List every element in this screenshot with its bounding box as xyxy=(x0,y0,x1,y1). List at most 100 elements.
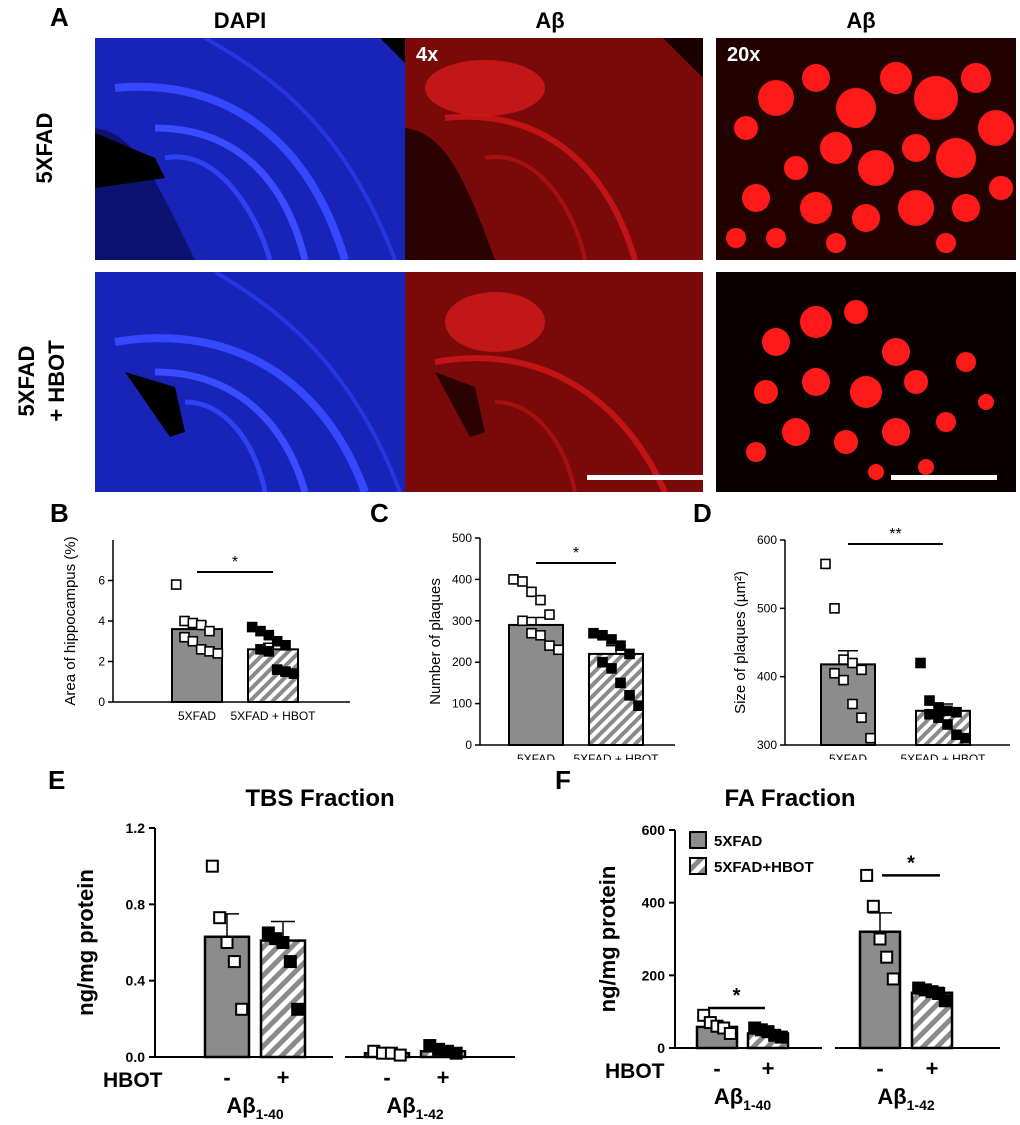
y-tick-label: 500 xyxy=(452,531,472,545)
data-point-filled xyxy=(288,668,300,679)
bar-5xfad xyxy=(203,935,251,1059)
data-point-open xyxy=(880,950,894,964)
panel-letter-f: F xyxy=(555,765,571,795)
data-point-open xyxy=(213,911,227,925)
y-tick-label: 0 xyxy=(98,695,105,709)
data-point-open xyxy=(205,859,219,873)
data-point-open xyxy=(697,1008,711,1022)
data-point-open xyxy=(544,640,555,651)
data-point-open xyxy=(212,648,224,659)
group-label-subscript: 1-42 xyxy=(416,1106,444,1122)
y-tick-label: 0.4 xyxy=(126,973,146,989)
x-tick-label: 5XFAD + HBOT xyxy=(573,752,659,760)
data-point-open xyxy=(553,644,564,656)
data-point-filled xyxy=(624,690,635,701)
y-tick-label: 0 xyxy=(657,1040,665,1056)
data-point-open xyxy=(526,627,537,639)
data-point-filled xyxy=(276,936,290,949)
data-point-open xyxy=(544,609,555,620)
data-point-open xyxy=(829,603,840,614)
data-point-filled xyxy=(588,627,599,639)
data-point-filled xyxy=(915,657,926,669)
data-point-open xyxy=(535,594,546,606)
data-point-open xyxy=(517,615,528,627)
data-point-open xyxy=(526,586,537,598)
data-point-open xyxy=(820,558,831,570)
y-tick-label: 300 xyxy=(757,738,777,752)
hbot-row-label: HBOT xyxy=(103,1069,163,1092)
data-point-open xyxy=(393,1048,407,1062)
column-title-dapi: DAPI xyxy=(213,8,267,33)
data-point-filled xyxy=(633,700,644,711)
data-point-filled xyxy=(938,994,952,1008)
legend-swatch-5xfad xyxy=(689,831,707,849)
data-point-filled xyxy=(933,712,944,723)
magnification-20x: 20x xyxy=(727,44,761,66)
y-tick-label: 200 xyxy=(642,967,666,983)
micrograph-abeta-4x-5xfad xyxy=(405,38,703,260)
chart-d-size-plaques: Size of plaques (µm²) 300 400 500 600 5XFAD 5X… xyxy=(732,526,1010,760)
chart-title: FA Fraction xyxy=(724,785,855,812)
data-point-open xyxy=(886,972,900,986)
y-tick-label: 0 xyxy=(465,738,472,752)
micrograph-abeta-4x-5xfad-hbot xyxy=(405,272,703,492)
data-point-filled xyxy=(283,955,297,969)
panel-letter-e: E xyxy=(48,765,66,795)
group-label: Aβ1-40 xyxy=(714,1084,772,1113)
data-point-open xyxy=(856,664,867,676)
y-tick-label: 6 xyxy=(98,574,105,588)
data-point-filled xyxy=(924,695,935,706)
row-label-5xfad-hbot-line2: + HBOT xyxy=(44,340,69,422)
y-axis-label: ng/mg protein xyxy=(73,869,98,1016)
data-point-open xyxy=(517,576,528,587)
micrograph-abeta-20x-5xfad-hbot xyxy=(716,272,1016,492)
group-label-main: Aβ xyxy=(877,1084,906,1109)
y-tick-label: 1.2 xyxy=(126,820,146,836)
scale-bar-20x xyxy=(891,475,997,480)
group-label: Aβ1-40 xyxy=(226,1093,284,1122)
data-point-open xyxy=(860,868,874,882)
legend-label-5xfad: 5XFAD xyxy=(714,833,763,850)
data-point-open xyxy=(723,1026,737,1040)
significance-marker: ** xyxy=(889,526,901,543)
micrograph-dapi-5xfad-hbot xyxy=(95,272,405,492)
hbot-sign: - xyxy=(713,1056,720,1081)
chart-b-area-hippocampus: Area of hippocampus (%) 0 2 4 6 5XFAD 5XFAD + … xyxy=(62,536,350,723)
legend-label-hbot: 5XFAD+HBOT xyxy=(714,859,814,876)
data-point-open xyxy=(187,635,199,647)
bar-hbot xyxy=(259,939,307,1059)
data-point-open xyxy=(220,936,234,949)
y-tick-label: 0.0 xyxy=(126,1049,146,1065)
micrograph-abeta-20x-5xfad xyxy=(716,38,1016,260)
chart-f-fa-fraction: FA Fraction ng/mg protein 0 200 400 600 - + - + HB… xyxy=(595,785,1000,1113)
data-point-open xyxy=(866,899,880,913)
data-point-open xyxy=(227,955,241,969)
significance-marker: * xyxy=(733,985,741,1007)
group-label-main: Aβ xyxy=(386,1093,415,1118)
x-tick-label: 5XFAD xyxy=(517,752,555,760)
bar-5xfad xyxy=(858,930,902,1050)
data-point-filled xyxy=(291,1002,305,1016)
data-point-filled xyxy=(942,705,953,717)
data-point-open xyxy=(873,932,887,946)
data-point-filled xyxy=(924,708,935,720)
hbot-sign: + xyxy=(926,1056,939,1081)
y-axis-label: Number of plaques xyxy=(427,578,444,705)
x-tick-label: 5XFAD xyxy=(178,709,216,723)
data-point-filled xyxy=(606,634,617,645)
y-tick-label: 600 xyxy=(757,533,777,547)
data-point-open xyxy=(847,698,858,710)
group-label: Aβ1-42 xyxy=(386,1093,444,1122)
data-point-filled xyxy=(774,1030,788,1044)
y-tick-label: 300 xyxy=(452,614,472,628)
chart-c-number-plaques: Number of plaques 0 100 200 300 400 500 5XFAD 5X… xyxy=(427,531,675,760)
x-tick-label: 5XFAD + HBOT xyxy=(230,709,316,723)
row-label-5xfad: 5XFAD xyxy=(32,112,57,184)
data-point-open xyxy=(838,654,849,665)
data-point-open xyxy=(195,619,207,631)
group-label-subscript: 1-40 xyxy=(256,1106,284,1122)
group-label-subscript: 1-40 xyxy=(743,1097,771,1113)
data-point-open xyxy=(204,625,215,637)
panel-letter-a: A xyxy=(50,2,69,32)
data-point-open xyxy=(535,629,546,641)
